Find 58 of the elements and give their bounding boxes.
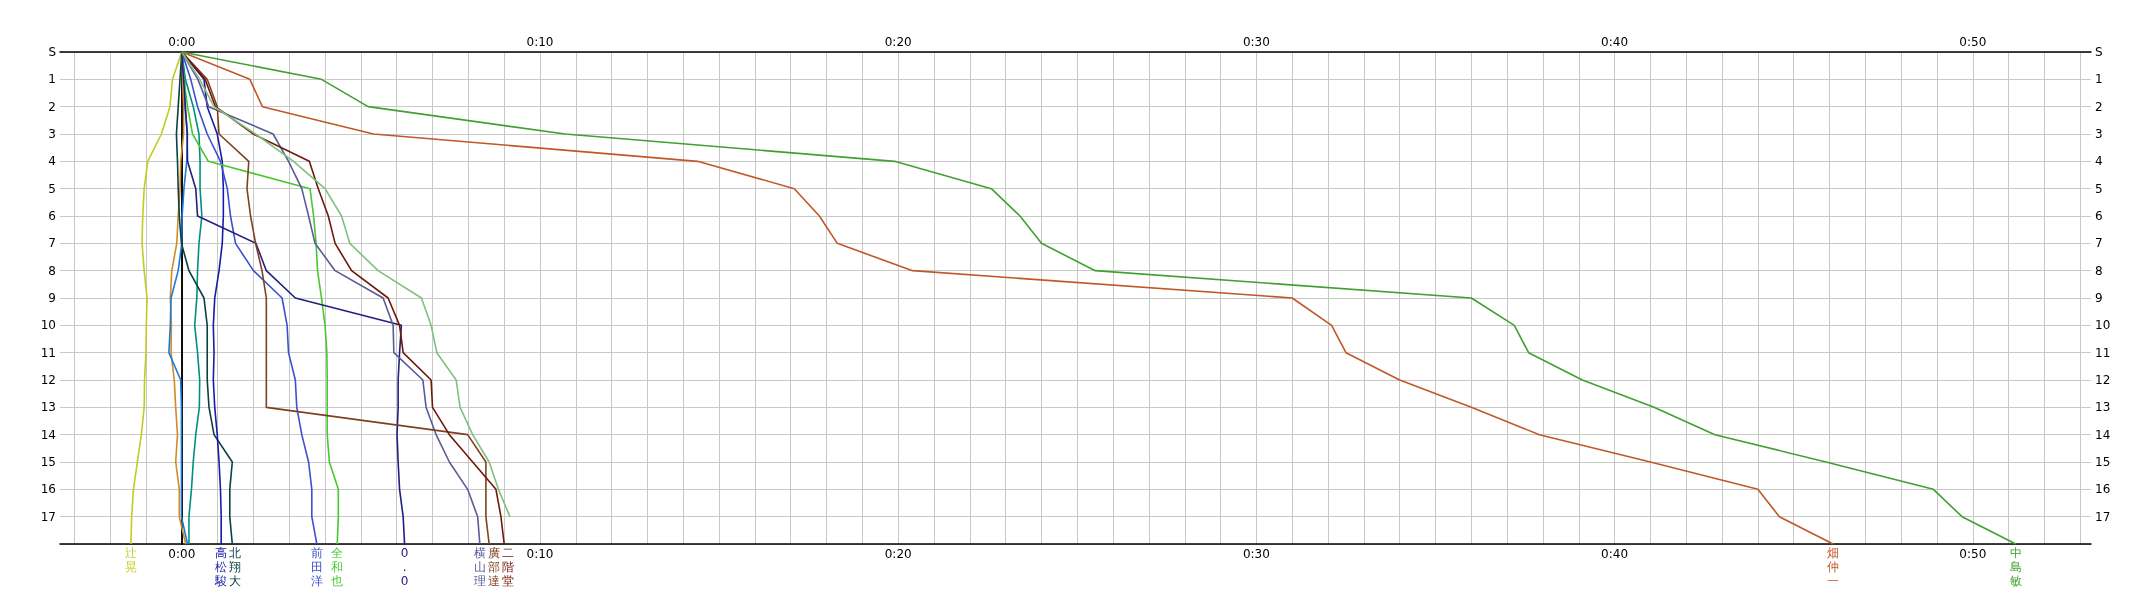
x2-tick-label: 0:20	[884, 35, 912, 49]
series-label: 全和也	[331, 546, 344, 588]
series-label: 二階堂	[501, 546, 514, 588]
y-tick-label: 11	[2095, 345, 2111, 360]
y-tick-label: 8	[2095, 263, 2103, 278]
y-tick-label: 10	[2095, 318, 2111, 333]
series-label: 高松駿	[214, 546, 228, 588]
series-label: 畑仲一	[1827, 546, 1840, 588]
category-label: 17	[40, 509, 56, 524]
y-tick-label: 1	[2095, 72, 2103, 87]
category-label: 15	[40, 455, 56, 469]
category-label: 9	[48, 291, 56, 305]
category-label: 12	[40, 373, 56, 387]
category-label: S	[48, 45, 56, 59]
category-label: 8	[48, 263, 56, 278]
x-tick-label: 0:20	[884, 547, 912, 561]
category-label: 10	[40, 318, 56, 333]
series-label: 横山理	[473, 546, 486, 588]
series-label: 中島敏	[2009, 546, 2022, 588]
category-label: 12	[48, 72, 56, 114]
y-tick-label: 5	[2095, 181, 2103, 196]
x2-tick-label: 0:40	[1601, 35, 1629, 49]
y-tick-label: 12	[2095, 373, 2111, 387]
category-label: 14	[40, 427, 56, 442]
x-tick-label: 0:10	[526, 547, 554, 561]
y-tick-label: 3	[2095, 127, 2103, 141]
y-tick-label: S	[2095, 45, 2103, 59]
y-tick-label: 9	[2095, 291, 2103, 305]
y-tick-label: 13	[2095, 400, 2111, 415]
category-label: 6	[48, 209, 56, 223]
category-label: 5	[48, 181, 56, 196]
category-label: 16	[40, 482, 56, 497]
y-tick-label: 4	[2095, 154, 2103, 169]
x-tick-label: 0:50	[1959, 547, 1987, 561]
x2-tick-label: 0:50	[1959, 35, 1987, 49]
y-tick-label: 7	[2095, 236, 2103, 251]
x-tick-label: 0:00	[168, 547, 196, 561]
y-tick-label: 15	[2095, 455, 2111, 469]
category-label: 4	[48, 154, 56, 169]
x-tick-label: 0:30	[1242, 547, 1270, 561]
y-tick-label: 17	[2095, 509, 2111, 524]
x2-tick-label: 0:10	[526, 35, 554, 49]
y-tick-label: 14	[2095, 427, 2111, 442]
x2-tick-label: 0:30	[1242, 35, 1270, 49]
x2-tick-label: 0:00	[168, 35, 196, 49]
y-tick-label: 2	[2095, 99, 2103, 114]
category-label: 3	[48, 127, 56, 141]
category-label: 7	[48, 236, 56, 251]
x-tick-label: 0:40	[1601, 547, 1629, 561]
category-label: 11	[40, 345, 56, 360]
series-label: 0.0	[400, 546, 409, 588]
series-label: 廣部達	[487, 546, 500, 588]
series-label: 北翔大	[229, 546, 242, 588]
y-tick-label: 16	[2095, 482, 2111, 497]
category-label: 13	[40, 400, 56, 415]
y-tick-label: 6	[2095, 209, 2103, 223]
series-label: 前田洋	[310, 546, 323, 588]
series-label: 辻晃	[124, 546, 137, 574]
